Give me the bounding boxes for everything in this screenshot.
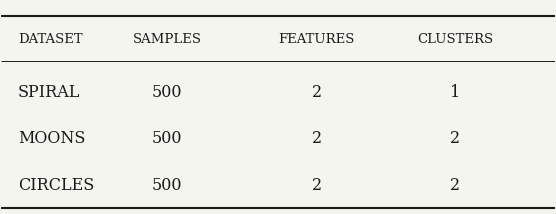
Text: SAMPLES: SAMPLES [133,33,202,46]
Text: 500: 500 [152,84,182,101]
Text: CLUSTERS: CLUSTERS [417,33,493,46]
Text: FEATURES: FEATURES [279,33,355,46]
Text: CIRCLES: CIRCLES [18,177,94,194]
Text: 2: 2 [450,130,460,147]
Text: DATASET: DATASET [18,33,83,46]
Text: 2: 2 [450,177,460,194]
Text: 2: 2 [312,130,322,147]
Text: 2: 2 [312,177,322,194]
Text: 500: 500 [152,130,182,147]
Text: SPIRAL: SPIRAL [18,84,81,101]
Text: 2: 2 [312,84,322,101]
Text: MOONS: MOONS [18,130,86,147]
Text: 500: 500 [152,177,182,194]
Text: 1: 1 [450,84,460,101]
